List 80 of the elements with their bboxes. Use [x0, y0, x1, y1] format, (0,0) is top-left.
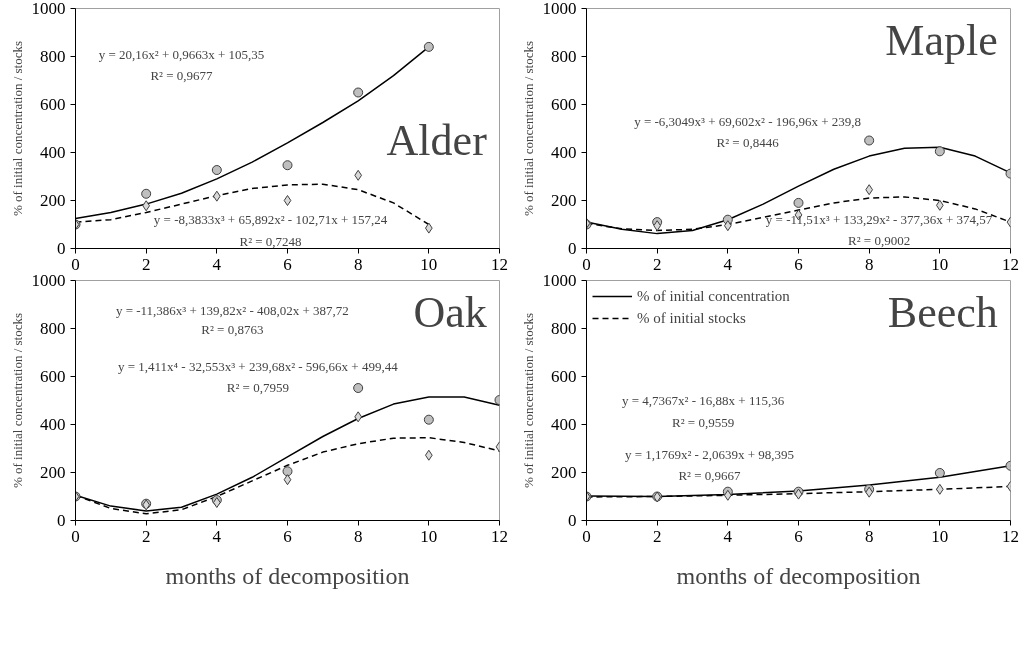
x-tick-label: 10	[420, 254, 438, 274]
y-axis-title: % of initial concentration / stocks	[9, 40, 25, 217]
y-tick-label: 800	[551, 47, 577, 66]
annotation: y = 1,1769x² - 2,0639x + 98,395	[624, 447, 795, 462]
y-tick-label: 800	[40, 319, 66, 338]
x-tick-label: 12	[491, 254, 508, 274]
y-tick-label: 600	[551, 367, 577, 386]
y-tick-label: 600	[40, 95, 66, 114]
y-tick-label: 400	[40, 143, 66, 162]
annotation: R² = 0,9559	[672, 414, 735, 430]
x-tick-label: 2	[141, 526, 151, 546]
x-tick-label: 2	[652, 254, 662, 274]
text: Alder	[386, 116, 488, 165]
x-tick-label: 10	[931, 254, 949, 274]
x-tick-label: 8	[353, 526, 363, 546]
x-tick-label: 4	[212, 254, 222, 274]
x-tick-label: 4	[723, 526, 733, 546]
x-tick-label: 6	[283, 526, 292, 546]
x-tick-label: 4	[723, 254, 733, 274]
x-tick-label: 8	[864, 254, 874, 274]
x-tick-label: 8	[353, 254, 363, 274]
y-tick-label: 600	[40, 367, 66, 386]
chart-title: Oak	[413, 287, 487, 337]
annotation: R² = 0,7248	[239, 233, 302, 249]
y-axis-title: % of initial concentration / stocks	[9, 312, 25, 489]
x-tick-label: 6	[794, 526, 803, 546]
annotation: y = -11,386x³ + 139,82x² - 408,02x + 387,72	[115, 303, 349, 318]
annotation: y = 4,7367x² - 16,88x + 115,36	[622, 393, 785, 408]
x-tick-label: 10	[420, 526, 438, 546]
x-tick-label: 0	[71, 254, 80, 274]
y-tick-label: 400	[551, 143, 577, 162]
y-axis-title: % of initial concentration / stocks	[520, 40, 536, 217]
x-tick-label: 12	[1002, 526, 1019, 546]
annotation: R² = 0,8446	[716, 135, 780, 151]
chart-title: Beech	[887, 287, 998, 337]
y-tick-label: 1000	[31, 0, 66, 18]
y-axis-title: % of initial concentration / stocks	[520, 312, 536, 489]
y-tick-label: 1000	[542, 271, 577, 290]
y-tick-label: 200	[40, 463, 66, 482]
x-tick-label: 0	[582, 526, 591, 546]
y-tick-label: 200	[40, 191, 66, 210]
y-tick-label: 1000	[542, 0, 577, 18]
annotation: R² = 0,9667	[678, 468, 742, 484]
x-tick-label: 6	[794, 254, 803, 274]
x-tick-label: 2	[141, 254, 151, 274]
legend-label: % of initial concentration	[637, 287, 790, 305]
y-tick-label: 800	[40, 47, 66, 66]
annotation: y = 20,16x² + 0,9663x + 105,35	[98, 46, 265, 62]
annotation: R² = 0,8763	[201, 322, 264, 338]
y-tick-label: 400	[40, 415, 66, 434]
x-tick-label: 10	[931, 526, 949, 546]
y-tick-label: 400	[551, 415, 577, 434]
x-tick-label: 0	[582, 254, 591, 274]
y-tick-label: 1000	[31, 271, 66, 290]
y-tick-label: 200	[551, 191, 577, 210]
annotation: y = 1,411x⁴ - 32,553x³ + 239,68x² - 596,66x + 499,44	[117, 359, 399, 375]
chart-title: Maple	[885, 15, 998, 65]
annotation: y = -8,3833x³ + 65,892x² - 102,71x + 157,24	[153, 212, 388, 228]
y-tick-label: 600	[551, 95, 577, 114]
annotation: y = -11,51x³ + 133,29x² - 377,36x + 374,57	[765, 212, 993, 228]
annotation: R² = 0,7959	[226, 380, 289, 396]
x-tick-label: 4	[212, 526, 222, 546]
x-tick-label: 0	[71, 526, 80, 546]
annotation: R² = 0,9677	[150, 68, 214, 84]
y-tick-label: 0	[57, 511, 66, 530]
y-tick-label: 800	[551, 319, 577, 338]
x-tick-label: 2	[652, 526, 662, 546]
x-axis-title: months of decomposition	[165, 562, 410, 589]
x-tick-label: 12	[1002, 254, 1019, 274]
annotation: R² = 0,9002	[847, 232, 911, 248]
x-axis-title: months of decomposition	[676, 562, 921, 589]
y-tick-label: 0	[568, 511, 577, 530]
annotation: y = -6,3049x³ + 69,602x² - 196,96x + 239,8	[634, 113, 862, 129]
x-tick-label: 12	[491, 526, 508, 546]
x-tick-label: 6	[283, 254, 292, 274]
y-tick-label: 0	[57, 239, 66, 258]
y-tick-label: 0	[568, 239, 577, 258]
x-tick-label: 8	[864, 526, 874, 546]
legend-label: % of initial stocks	[637, 309, 746, 327]
y-tick-label: 200	[551, 463, 577, 482]
